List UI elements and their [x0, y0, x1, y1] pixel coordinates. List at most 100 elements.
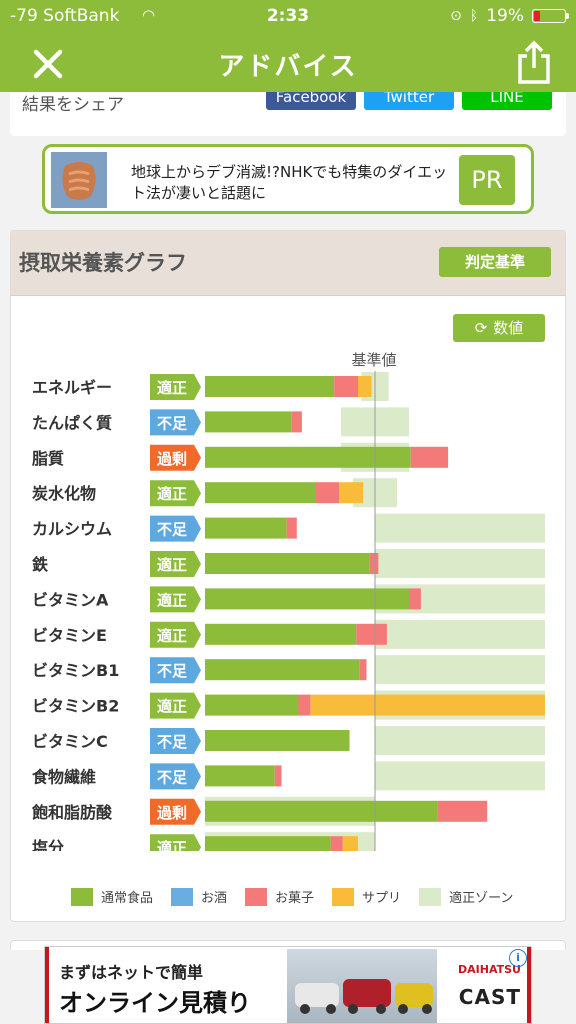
status-badge-label: 不足 [157, 521, 188, 539]
wifi-icon: ◠ [142, 6, 156, 24]
status-badge [150, 621, 201, 648]
carrier-label: -79 SoftBank [10, 6, 120, 26]
clock: 2:33 [266, 6, 310, 26]
bar-segment [315, 482, 340, 504]
bar-segment [205, 659, 360, 681]
close-icon [33, 49, 63, 79]
nutrient-graph-card: 摂取栄養素グラフ 判定基準 ⟳ 数値 基準値 エネルギー 適正 たんぱく質 不足 脂質 過剰… [10, 230, 566, 922]
status-badge-label: 不足 [157, 733, 188, 751]
nutrient-label: エネルギー [32, 378, 112, 397]
refresh-icon: ⟳ [474, 319, 488, 337]
bar-segment [298, 694, 311, 716]
bar-segment [205, 411, 292, 433]
nutrient-label: ビタミンB2 [32, 697, 119, 716]
bar-segment [330, 836, 343, 851]
bar-segment [310, 694, 545, 716]
legend-food: 通常食品 [71, 887, 153, 906]
zone-band [375, 619, 545, 649]
bar-segment [291, 411, 302, 433]
status-badge [150, 409, 201, 436]
legend-alcohol: お酒 [171, 887, 227, 906]
criteria-button[interactable]: 判定基準 [439, 247, 551, 277]
baseline-label: 基準値 [351, 351, 396, 369]
bar-segment [410, 446, 449, 468]
bluetooth-icon: ᛒ [469, 8, 479, 24]
facebook-share-button[interactable]: Facebook [266, 92, 356, 110]
values-toggle-button[interactable]: ⟳ 数値 [453, 314, 545, 342]
status-badge [150, 657, 201, 684]
ad-brand-logo: DAIHATSU [458, 963, 521, 976]
close-button[interactable] [28, 44, 68, 84]
legend-supplement: サプリ [332, 887, 401, 906]
bar-segment [205, 553, 370, 574]
share-strip: 結果をシェア Facebook Twitter LINE [10, 92, 566, 136]
ad-product-name: CAST [458, 985, 521, 1009]
legend-snack: お菓子 [245, 887, 314, 906]
status-right: ⊙ ᛒ 19% [450, 6, 569, 26]
status-badge [150, 728, 201, 754]
bar-segment [409, 588, 421, 610]
nutrient-label: たんぱく質 [32, 413, 112, 432]
ad-info-icon[interactable]: i [509, 949, 527, 967]
nutrient-label: 炭水化物 [32, 484, 96, 503]
bar-segment [205, 446, 411, 468]
ad-thumbnail [51, 152, 107, 208]
twitter-share-button[interactable]: Twitter [364, 92, 454, 110]
rotation-lock-icon: ⊙ [450, 8, 462, 24]
ad-car-image [287, 949, 437, 1023]
status-badge-label: 不足 [157, 662, 188, 680]
bar-segment [342, 836, 358, 851]
zone-band [375, 761, 545, 791]
status-badge [150, 834, 201, 851]
card-title: 摂取栄養素グラフ [19, 251, 187, 275]
legend-zone: 適正ゾーン [419, 887, 513, 906]
status-badge-label: 適正 [157, 839, 187, 851]
top-bar: -79 SoftBank ◠ 2:33 ⊙ ᛒ 19% アドバイス [0, 0, 576, 92]
nutrient-label: ビタミンA [32, 590, 109, 609]
status-badge [150, 444, 201, 471]
bottom-ad-banner[interactable]: まずはネットで簡単 オンライン見積り DAIHATSU CAST i [44, 946, 532, 1024]
nutrient-label: 食物繊維 [31, 767, 96, 786]
status-badge-label: 不足 [157, 414, 188, 432]
status-badge [150, 586, 201, 613]
bar-segment [205, 623, 357, 645]
bar-segment [437, 800, 488, 822]
nutrient-label: 鉄 [32, 555, 48, 574]
status-badge [150, 692, 201, 719]
nutrient-label: 脂質 [32, 449, 64, 468]
ad-text: 地球上からデブ消滅!?NHKでも特集のダイエット法が凄いと話題に [131, 163, 448, 202]
bar-segment [205, 730, 350, 751]
bar-segment [274, 765, 282, 787]
status-badge-label: 過剰 [156, 450, 187, 468]
bar-segment [334, 376, 358, 397]
zone-band [375, 655, 545, 685]
battery-percent: 19% [486, 6, 524, 26]
status-badge [150, 480, 201, 507]
values-button-label: 数値 [493, 319, 524, 337]
nutrient-label: 塩分 [32, 838, 64, 851]
status-bar: -79 SoftBank ◠ 2:33 ⊙ ᛒ 19% [10, 6, 569, 28]
pr-badge: PR [459, 155, 515, 205]
ad-line2: オンライン見積り [59, 989, 251, 1017]
bar-segment [205, 694, 299, 716]
bar-segment [339, 482, 364, 504]
status-badge-label: 不足 [157, 768, 188, 786]
status-badge-label: 適正 [157, 485, 187, 503]
status-badge [150, 798, 201, 825]
status-badge-label: 適正 [157, 698, 187, 716]
line-share-button[interactable]: LINE [462, 92, 552, 110]
next-card-edge [10, 940, 566, 950]
status-badge [150, 551, 201, 577]
chart-legend: 通常食品 お酒 お菓子 サプリ 適正ゾーン [71, 887, 531, 906]
bar-segment [356, 623, 387, 645]
bar-segment [205, 376, 335, 397]
nutrient-label: ビタミンE [32, 626, 107, 645]
bar-segment [205, 482, 316, 504]
bar-segment [369, 553, 379, 574]
share-button[interactable] [514, 40, 554, 86]
status-badge [150, 374, 201, 400]
nutrient-label: 飽和脂肪酸 [31, 803, 113, 822]
pr-ad-banner[interactable]: 地球上からデブ消滅!?NHKでも特集のダイエット法が凄いと話題に PR [42, 144, 534, 214]
zone-band [375, 726, 545, 755]
bar-segment [205, 517, 287, 539]
